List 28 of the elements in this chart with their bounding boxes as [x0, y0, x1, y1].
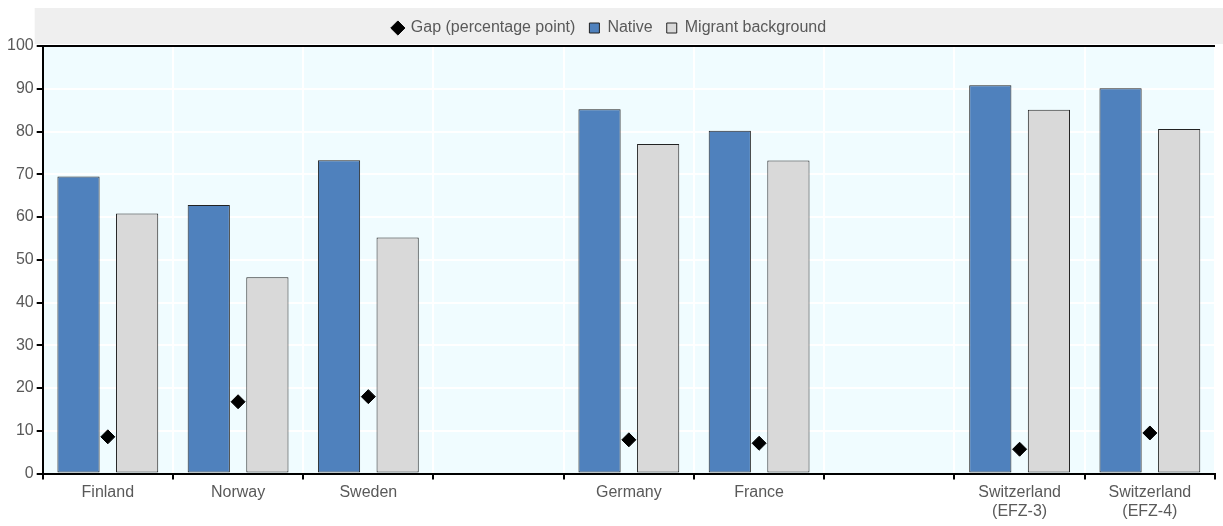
point: [360, 389, 376, 405]
point: [1012, 441, 1028, 457]
y-tick-label: 0: [24, 464, 34, 482]
point: [100, 429, 116, 445]
legend-label: Native: [607, 18, 653, 36]
legend-label: Gap (percentage point): [410, 18, 576, 36]
point: [621, 432, 637, 448]
y-tick-label: 40: [15, 292, 34, 310]
y-tick-label: 50: [15, 250, 34, 268]
y-tick-label: 20: [15, 378, 34, 396]
x-tick-label: Finland: [81, 482, 135, 500]
y-tick-label: 80: [15, 121, 34, 139]
y-tick-label: 60: [15, 207, 34, 225]
point: [230, 394, 246, 410]
x-tick-label: France: [734, 482, 785, 500]
x-tick-label: Sweden: [339, 482, 398, 500]
x-tick-label: Germany: [595, 482, 662, 500]
x-tick-label: Switzerland (EFZ-4): [1108, 482, 1192, 519]
y-tick-label: 70: [15, 164, 34, 182]
y-tick-label: 100: [6, 36, 34, 54]
legend-label: Migrant background: [684, 18, 827, 36]
y-tick-label: 30: [15, 335, 34, 353]
point: [1142, 425, 1158, 441]
x-tick-label: Switzerland (EFZ-3): [978, 482, 1061, 519]
y-tick-label: 90: [15, 79, 34, 97]
x-tick-label: Norway: [210, 482, 266, 500]
y-tick-label: 10: [15, 421, 34, 439]
point: [751, 435, 767, 451]
